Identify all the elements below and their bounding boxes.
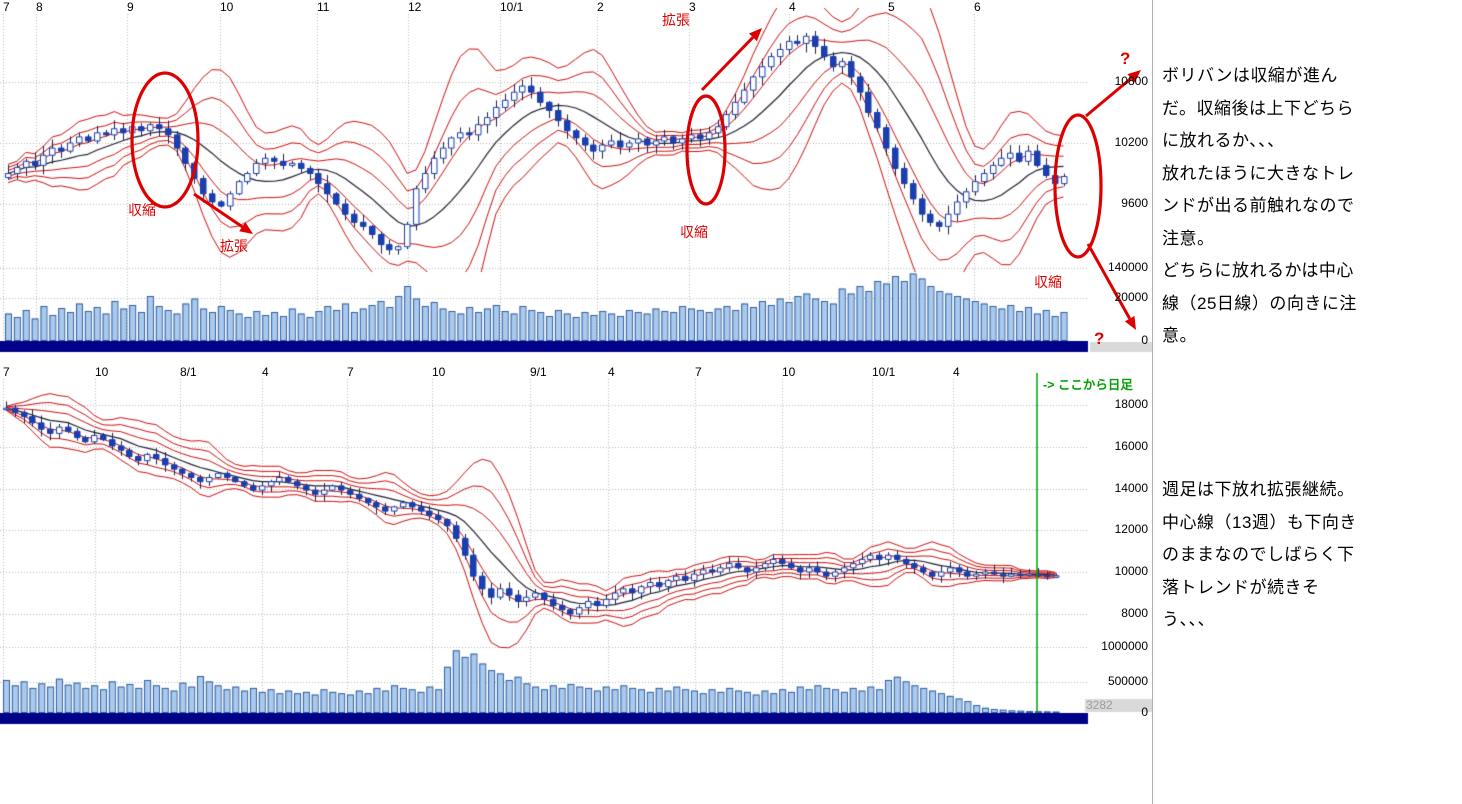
x-tick-label: 6 <box>974 0 981 14</box>
y-tick-label: 1000000 <box>1101 639 1148 653</box>
x-tick-label: 3 <box>689 0 696 14</box>
y-tick-label: 140000 <box>1107 260 1148 274</box>
y-tick-label: 0 <box>1141 705 1148 719</box>
x-tick-label: 5 <box>888 0 895 14</box>
x-tick-label: 4 <box>608 365 615 379</box>
x-tick-label: 2 <box>597 0 604 14</box>
x-tick-label: 8/1 <box>180 365 197 379</box>
daily-note: ボリバンは収縮が進ん だ。収縮後は上下どちら に放れるか、、、 放れたほうに大き… <box>1162 66 1357 345</box>
x-tick-label: 8 <box>36 0 43 14</box>
x-tick-label: 4 <box>262 365 269 379</box>
divider <box>1152 0 1153 804</box>
daily-panel: 収縮 拡張 拡張 収縮 収縮?? 7 8 9 10 11 12 10/1 2 3 4 5 6 10800 1020… <box>0 0 1152 354</box>
y-tick-label: 10200 <box>1114 135 1148 149</box>
x-tick-label: 4 <box>789 0 796 14</box>
x-tick-label: 10 <box>782 365 796 379</box>
y-tick-label: 10000 <box>1114 564 1148 578</box>
y-tick-label: 14000 <box>1114 481 1148 495</box>
daily-chart-canvas <box>0 0 1152 354</box>
x-tick-label: 7 <box>3 365 10 379</box>
x-tick-label: 10/1 <box>872 365 896 379</box>
weekly-note: 週足は下放れ拡張継続。 中心線（13週）も下向き のままなのでしばらく下 落トレ… <box>1162 480 1357 629</box>
x-tick-label: 10/1 <box>500 0 524 14</box>
y-tick-label: 0 <box>1141 333 1148 347</box>
y-tick-label: 9600 <box>1121 196 1148 210</box>
x-tick-label: 4 <box>953 365 960 379</box>
x-tick-label: 11 <box>317 0 330 14</box>
y-tick-label: 20000 <box>1114 290 1148 304</box>
y-tick-label: 18000 <box>1114 397 1148 411</box>
x-tick-label: 7 <box>347 365 354 379</box>
daily-from-here-label: -> ここから日足 <box>1043 378 1133 392</box>
x-tick-label: 10 <box>95 365 109 379</box>
x-tick-label: 10 <box>432 365 446 379</box>
x-tick-label: 10 <box>220 0 234 14</box>
y-tick-label: 12000 <box>1114 522 1148 536</box>
volume-last-label: 3282 <box>1086 698 1113 712</box>
weekly-chart-canvas <box>0 365 1152 725</box>
y-tick-label: 16000 <box>1114 439 1148 453</box>
weekly-panel: 7 10 8/1 4 7 10 9/1 4 7 10 10/1 4 18000 16000 14000 120… <box>0 365 1152 725</box>
x-tick-label: 9 <box>127 0 134 14</box>
y-tick-label: 500000 <box>1107 674 1148 688</box>
y-tick-label: 10800 <box>1114 74 1148 88</box>
x-tick-label: 7 <box>695 365 702 379</box>
x-tick-label: 7 <box>3 0 10 14</box>
x-tick-label: 9/1 <box>530 365 547 379</box>
y-tick-label: 8000 <box>1121 606 1148 620</box>
x-tick-label: 12 <box>408 0 422 14</box>
